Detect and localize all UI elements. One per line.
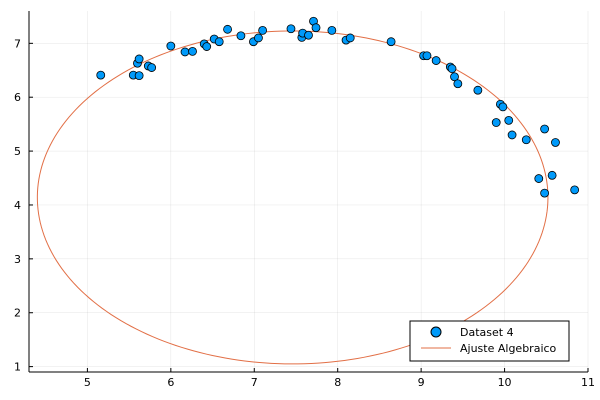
data-point-24 (311, 23, 321, 33)
data-point-0 (96, 70, 106, 80)
legend-label-dataset: Dataset 4 (460, 326, 514, 339)
x-tick-label-7: 7 (251, 376, 258, 389)
legend-label-fit: Ajuste Algebraico (460, 342, 557, 355)
data-point-41 (507, 130, 517, 140)
grid-lines (29, 11, 589, 372)
data-point-36 (473, 85, 483, 95)
data-point-44 (540, 124, 550, 134)
data-point-46 (547, 170, 557, 180)
data-point-43 (534, 174, 544, 183)
data-point-30 (422, 51, 432, 61)
data-point-14 (223, 24, 232, 34)
x-tick-label-10: 10 (498, 376, 512, 389)
y-tick-label-6: 6 (14, 91, 21, 104)
data-point-4 (134, 71, 144, 81)
y-tick-label-1: 1 (14, 361, 21, 374)
fit-curve-ellipse (36, 30, 549, 365)
data-point-13 (214, 37, 224, 47)
data-point-48 (570, 185, 580, 195)
data-point-15 (236, 31, 246, 41)
data-point-17 (254, 33, 263, 43)
fit-curve-layer (36, 30, 549, 365)
x-tick-label-5: 5 (84, 376, 91, 389)
x-tick-label-8: 8 (334, 376, 341, 389)
x-tick-label-9: 9 (418, 376, 425, 389)
data-point-42 (521, 135, 531, 145)
data-point-45 (540, 188, 550, 198)
y-tick-label-5: 5 (14, 145, 21, 158)
data-point-18 (258, 25, 268, 35)
data-point-7 (166, 41, 176, 51)
legend-marker-dataset (430, 326, 442, 338)
data-point-27 (345, 33, 355, 43)
data-point-19 (286, 24, 296, 34)
x-tick-label-11: 11 (581, 376, 595, 389)
data-point-11 (202, 42, 212, 51)
data-point-40 (504, 115, 514, 125)
data-point-22 (304, 30, 313, 40)
data-point-9 (188, 47, 197, 56)
y-tick-label-7: 7 (14, 37, 21, 50)
data-point-8 (180, 47, 190, 57)
data-point-33 (447, 64, 457, 74)
data-point-35 (453, 79, 463, 89)
data-points-layer (96, 16, 580, 198)
data-point-47 (551, 138, 560, 147)
data-point-34 (450, 72, 459, 82)
y-tick-label-3: 3 (14, 253, 21, 266)
x-tick-label-6: 6 (167, 376, 174, 389)
y-tick-label-4: 4 (14, 199, 21, 212)
data-point-25 (327, 25, 337, 35)
legend: Dataset 4 Ajuste Algebraico (409, 320, 570, 362)
data-point-31 (431, 56, 441, 65)
data-point-37 (491, 118, 501, 127)
data-point-6 (147, 63, 157, 72)
data-point-28 (386, 37, 396, 47)
axes (28, 11, 589, 373)
data-point-3 (134, 54, 144, 64)
y-tick-label-2: 2 (14, 307, 21, 320)
data-point-39 (498, 102, 508, 112)
